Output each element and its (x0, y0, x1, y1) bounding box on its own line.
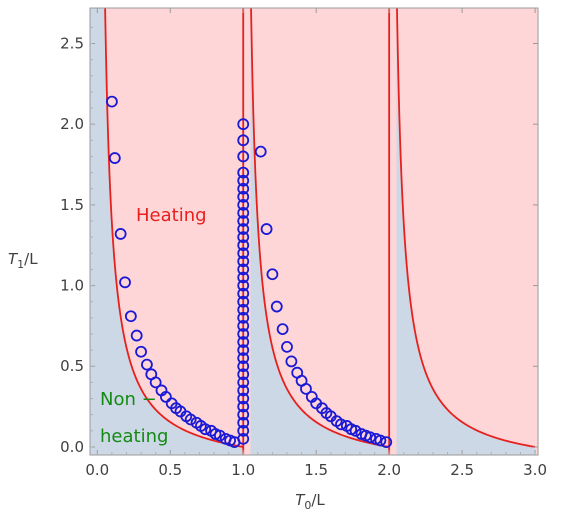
non-heating-region-label-line1: Non − (100, 389, 157, 410)
y-tick-label: 1.5 (60, 196, 84, 214)
data-point (237, 174, 250, 187)
data-point (237, 352, 250, 365)
data-point (237, 384, 250, 397)
data-point (237, 295, 250, 308)
x-tick-label: 0.0 (85, 461, 109, 479)
data-point (237, 432, 250, 445)
data-point (237, 166, 250, 179)
non-heating-region-1 (104, 8, 244, 455)
data-point (130, 329, 143, 342)
data-point (237, 190, 250, 203)
data-point (237, 416, 250, 429)
x-axis-label: T0/L (295, 491, 325, 512)
data-point (237, 239, 250, 252)
data-point (237, 255, 250, 268)
data-point (114, 228, 127, 240)
data-point (380, 436, 393, 448)
plot-frame (89, 7, 539, 456)
data-point (374, 434, 387, 447)
data-point (237, 344, 250, 357)
data-point (254, 145, 267, 158)
data-point (237, 336, 250, 348)
data-point (237, 320, 250, 332)
x-tick-label: 2.5 (450, 461, 474, 479)
data-point (237, 223, 250, 235)
y-tick-label: 2.0 (60, 115, 84, 133)
x-tick-label: 2.0 (377, 461, 401, 479)
y-tick-label: 2.5 (60, 35, 84, 53)
data-point (237, 182, 250, 195)
data-point (237, 360, 250, 373)
data-point (159, 391, 172, 403)
x-tick-label: 1.5 (304, 461, 328, 479)
x-tick-label: 1.0 (231, 461, 255, 479)
non-heating-region-2 (250, 8, 390, 455)
data-point (237, 207, 250, 219)
phase-regions (90, 8, 538, 455)
data-point (237, 118, 250, 131)
boundary-curve-3 (396, 8, 536, 448)
data-point (237, 311, 250, 324)
non-heating-region-label-line2: heating (100, 426, 168, 447)
data-point (105, 95, 118, 108)
data-point (237, 263, 250, 276)
data-point (237, 247, 250, 260)
data-point (237, 328, 250, 340)
data-point (270, 300, 283, 313)
axes (89, 7, 539, 456)
boundary-curve-2 (250, 8, 390, 448)
data-point (237, 408, 250, 421)
non-heating-region-3 (396, 8, 536, 455)
data-point (237, 400, 250, 413)
y-tick-label: 1.0 (60, 277, 84, 295)
y-tick-label: 0.5 (60, 357, 84, 375)
data-point (300, 382, 312, 395)
x-tick-label: 3.0 (523, 461, 547, 479)
data-point (237, 368, 250, 381)
data-point (237, 279, 250, 292)
data-point (237, 424, 250, 437)
heating-region (90, 8, 538, 455)
data-point (335, 418, 347, 431)
data-point (260, 223, 273, 235)
data-point (141, 358, 153, 371)
data-point (237, 303, 250, 316)
data-point (266, 268, 279, 281)
data-point (237, 150, 250, 163)
data-point (237, 134, 250, 147)
data-point (349, 424, 362, 437)
data-point (237, 287, 250, 300)
boundary-curve-1 (104, 8, 244, 448)
data-point (124, 310, 137, 323)
data-point (237, 271, 250, 284)
data-markers (105, 95, 393, 448)
data-point (135, 345, 147, 358)
data-point (119, 276, 131, 289)
data-point (149, 376, 162, 389)
heating-region-label: Heating (136, 205, 207, 226)
data-point (213, 429, 226, 442)
data-point (108, 152, 121, 164)
tick-labels: 0.0 0.5 1.0 1.5 2.0 2.5 3.0 0.0 0.5 1.0 1.5 2.0 2.5 (60, 35, 547, 479)
data-point (237, 198, 250, 211)
data-point (285, 355, 298, 368)
data-point (276, 323, 289, 336)
data-point (237, 231, 250, 244)
data-point (237, 392, 250, 405)
data-point (281, 340, 293, 353)
data-point (237, 376, 250, 389)
x-tick-label: 0.5 (158, 461, 182, 479)
data-point (184, 413, 197, 426)
data-point (237, 215, 250, 227)
non-heating-strip-left (90, 8, 105, 455)
data-point (199, 423, 212, 436)
y-axis-label: T1/L (8, 250, 38, 271)
y-tick-label: 0.0 (60, 438, 84, 456)
data-point (364, 431, 377, 444)
